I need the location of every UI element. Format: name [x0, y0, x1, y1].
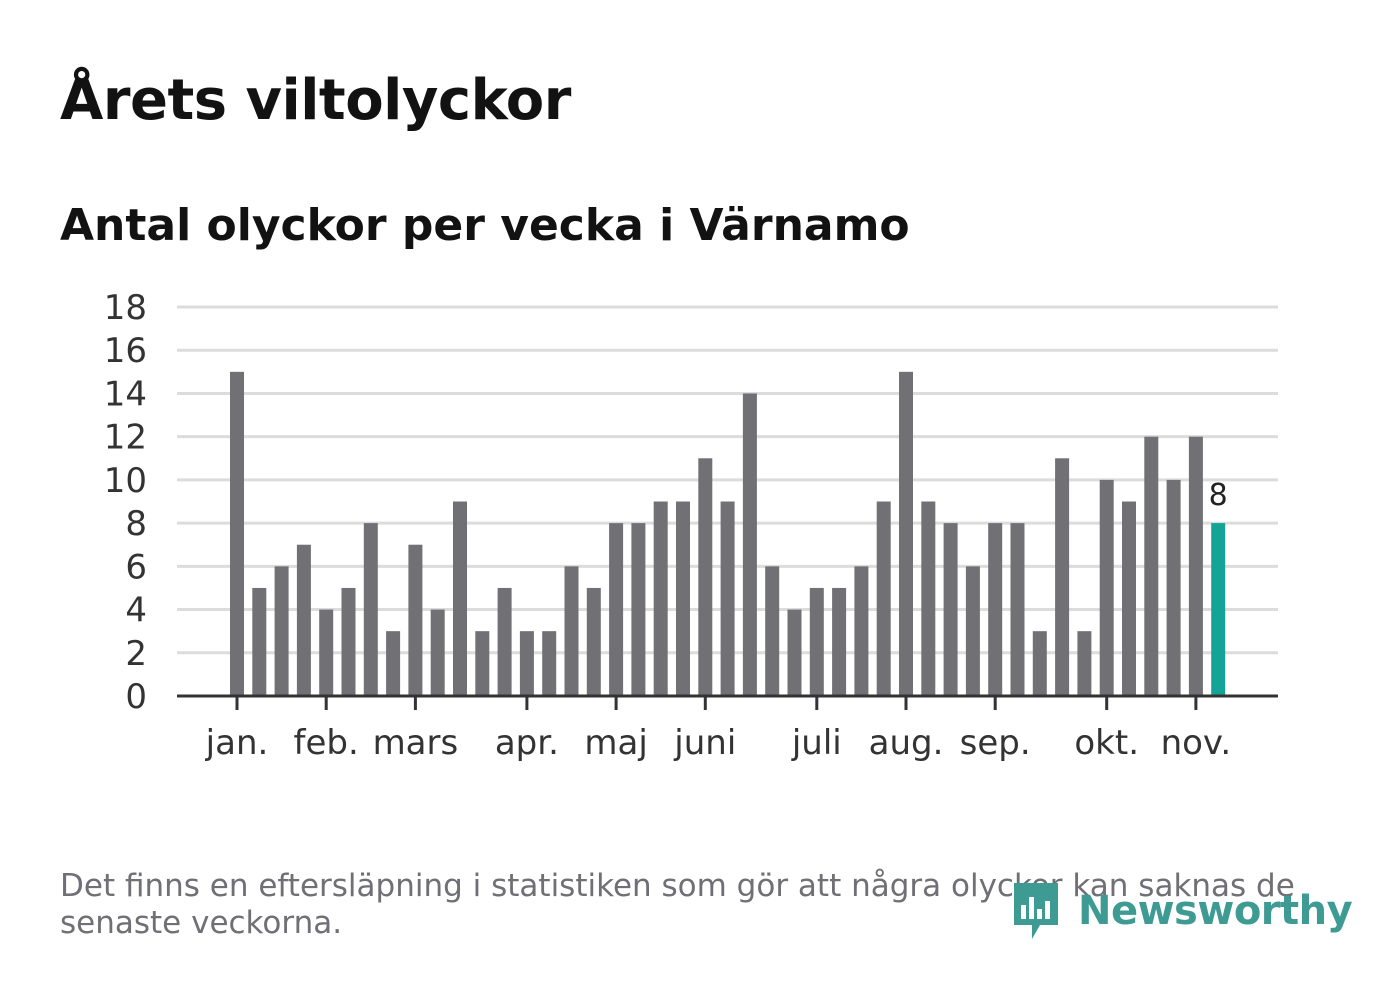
chart-title: Årets viltolyckor	[60, 68, 571, 133]
bar	[1077, 631, 1092, 696]
bar	[965, 566, 980, 696]
bar	[475, 631, 490, 696]
bar	[676, 501, 690, 696]
newsworthy-logo-icon	[1014, 883, 1058, 939]
bar	[698, 458, 713, 696]
bar	[1055, 458, 1070, 696]
bar	[921, 501, 936, 696]
x-tick-label: sep.	[960, 723, 1031, 763]
y-tick-label: 0	[125, 677, 147, 717]
x-tick-label: juli	[791, 723, 842, 763]
bar	[609, 523, 624, 696]
bar	[988, 523, 1003, 696]
bar	[1099, 479, 1114, 696]
bar	[519, 631, 534, 696]
annotations: 8	[1209, 478, 1228, 513]
bar	[230, 371, 244, 696]
bar	[497, 587, 512, 696]
footnote: Det finns en eftersläpning i statistiken…	[60, 868, 1295, 941]
bars	[230, 371, 1226, 696]
y-tick-label: 2	[125, 634, 147, 674]
bar	[1122, 501, 1136, 696]
bar-highlight	[1211, 523, 1226, 696]
x-tick-label: maj	[584, 723, 647, 763]
y-tick-label: 6	[125, 547, 147, 587]
bar	[1188, 436, 1203, 696]
bar	[453, 501, 467, 696]
x-axis: jan. feb. mars apr. maj juni juli aug. sep. okt. n…	[177, 694, 1278, 763]
bar	[899, 371, 913, 696]
bar	[252, 587, 267, 696]
bar	[876, 501, 891, 696]
y-tick-label: 14	[104, 374, 147, 414]
bar	[341, 587, 356, 696]
bar	[296, 544, 311, 696]
bar	[787, 609, 802, 696]
newsworthy-logo[interactable]: Newsworthy	[1010, 876, 1353, 946]
bar	[1010, 523, 1025, 696]
bar	[653, 501, 668, 696]
y-tick-label: 18	[104, 288, 147, 328]
chart-subtitle: Antal olyckor per vecka i Värnamo	[60, 200, 910, 251]
bar	[720, 501, 735, 696]
bar	[1032, 631, 1047, 696]
bar	[765, 566, 780, 696]
x-tick-label: apr.	[495, 723, 559, 763]
bar	[386, 631, 401, 696]
bar	[430, 609, 445, 696]
x-tick-label: jan.	[205, 723, 269, 763]
bar	[274, 566, 289, 696]
bar	[363, 523, 378, 696]
x-tick-label: mars	[373, 723, 459, 763]
y-tick-label: 16	[104, 331, 147, 371]
bar	[943, 523, 958, 696]
y-tick-label: 12	[104, 418, 147, 458]
x-tick-label: feb.	[294, 723, 359, 763]
x-tick-label: juni	[673, 723, 736, 763]
x-tick-label: okt.	[1074, 723, 1139, 763]
bar	[631, 523, 646, 696]
bar	[1166, 479, 1181, 696]
bar	[1144, 436, 1159, 696]
bar	[809, 587, 824, 696]
logo-text: Newsworthy	[1078, 888, 1353, 934]
bar	[564, 566, 579, 696]
x-tick-label: nov.	[1161, 723, 1232, 763]
bar	[742, 393, 757, 696]
y-tick-label: 10	[104, 461, 147, 501]
bar	[408, 544, 423, 696]
x-tick-label: aug.	[869, 723, 944, 763]
bar	[319, 609, 334, 696]
y-tick-label: 8	[125, 504, 147, 544]
bar	[832, 587, 847, 696]
highlight-value-label: 8	[1209, 478, 1228, 513]
bar	[542, 631, 557, 696]
bar	[854, 566, 869, 696]
y-tick-label: 4	[125, 591, 147, 631]
bar	[586, 587, 601, 696]
